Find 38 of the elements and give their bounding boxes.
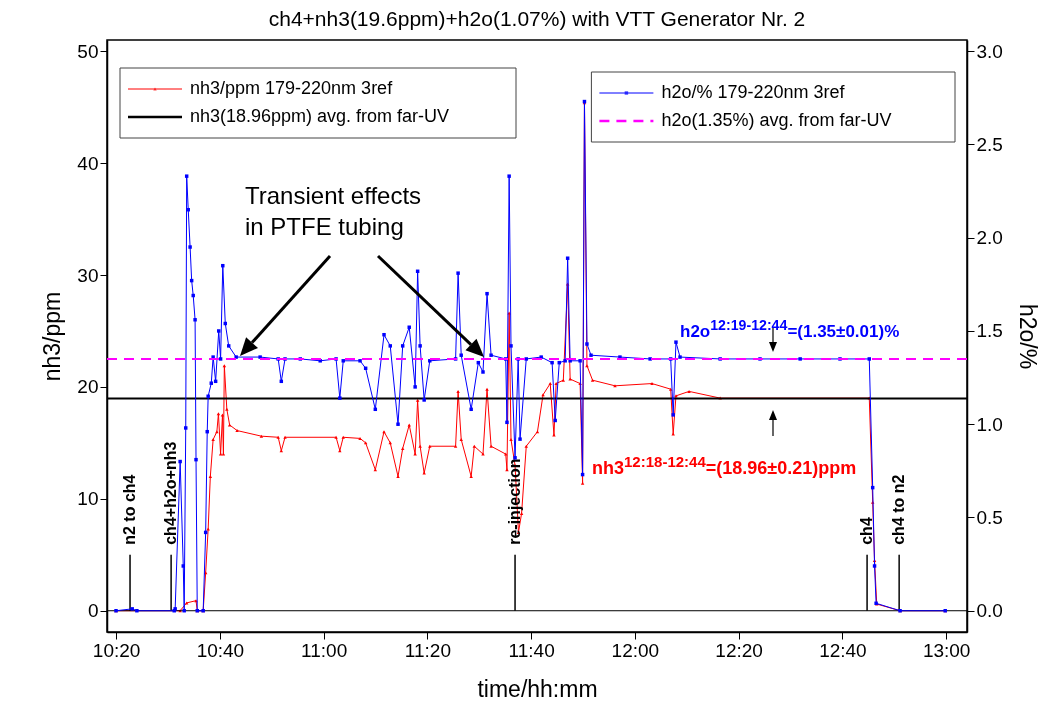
x-tick-label: 11:00 [301, 639, 348, 661]
annotation: n2 to ch4 [121, 474, 139, 545]
x-axis-title: time/hh:mm [477, 675, 598, 702]
annotation: ch4 to n2 [890, 474, 908, 545]
legend-label: nh3(18.96ppm) avg. from far-UV [190, 106, 450, 126]
y-tick-label: 30 [77, 264, 99, 286]
legend-label: h2o(1.35%) avg. from far-UV [661, 110, 892, 130]
y2-tick-label: 0.0 [976, 600, 1003, 622]
annotation: h2o$^{12:19-12:44}$=(1.35±0.01)% [680, 316, 900, 343]
x-tick-label: 13:00 [922, 639, 971, 661]
x-tick-label: 12:40 [819, 639, 867, 661]
y-axis-title: nh3/ppm [39, 291, 66, 382]
annotation: re-injection [506, 458, 524, 545]
y-tick-label: 0 [87, 600, 99, 622]
y-tick-label: 10 [77, 488, 99, 510]
chart-title: ch4+nh3(19.6ppm)+h2o(1.07%) with VTT Generator Nr. 2 [268, 7, 806, 30]
legend-label: h2o/% 179-220nm 3ref [661, 82, 846, 102]
y-tick-label: 40 [77, 152, 99, 174]
legend-label: nh3/ppm 179-220nm 3ref [190, 78, 394, 98]
x-tick-label: 12:00 [611, 639, 660, 661]
x-tick-label: 11:40 [508, 639, 555, 661]
x-tick-label: 12:20 [715, 639, 763, 661]
y2-tick-label: 1.0 [976, 413, 1003, 435]
annotation: ch4+h2o+nh3 [162, 441, 180, 545]
annotation: nh3$^{12:18-12:44}$=(18.96±0.21)ppm [592, 452, 857, 480]
y-tick-label: 50 [77, 40, 99, 62]
x-tick-label: 10:20 [92, 639, 141, 661]
y2-tick-label: 2.5 [976, 133, 1003, 155]
y2-tick-label: 3.0 [976, 40, 1003, 62]
y2-tick-label: 2.0 [976, 227, 1003, 249]
y2-tick-label: 1.5 [976, 320, 1003, 342]
y2-axis-title: h2o/% [1014, 303, 1041, 370]
y-tick-label: 20 [77, 376, 99, 398]
y2-tick-label: 0.5 [976, 506, 1003, 528]
annotation: Transient effects in PTFE tubing [245, 181, 422, 243]
annotation: ch4 [858, 517, 876, 545]
x-tick-label: 11:20 [404, 639, 451, 661]
x-tick-label: 10:40 [196, 639, 245, 661]
